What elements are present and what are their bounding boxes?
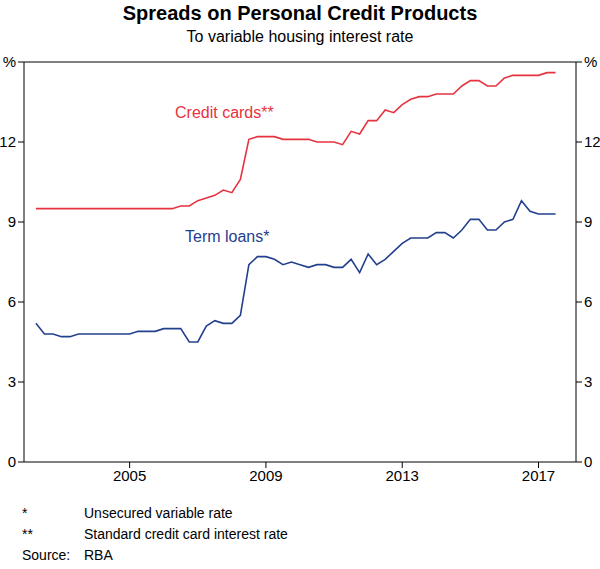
html-text:Standard credit card interest: Standard credit card interest rate bbox=[84, 526, 288, 542]
svg-text:9: 9 bbox=[584, 213, 592, 230]
svg-text:0: 0 bbox=[8, 453, 16, 470]
html-text:Spreads on Personal Credit Pro: Spreads on Personal Credit Products bbox=[122, 2, 478, 24]
svg-text:6: 6 bbox=[584, 293, 592, 310]
svg-text:%: % bbox=[584, 53, 592, 70]
svg-text:9: 9 bbox=[8, 213, 16, 230]
svg-text:3: 3 bbox=[584, 373, 592, 390]
svg-text:6: 6 bbox=[8, 293, 16, 310]
html-text:Unsecured variable rate: Unsecured variable rate bbox=[84, 505, 233, 521]
html-text:Source:: Source: bbox=[22, 547, 71, 563]
html-text:Term loans*: Term loans* bbox=[185, 228, 270, 245]
svg-text:0: 0 bbox=[584, 453, 592, 470]
svg-text:2005: 2005 bbox=[113, 467, 146, 484]
svg-text:2017: 2017 bbox=[522, 467, 555, 484]
html-text:RBA: RBA bbox=[84, 547, 113, 563]
svg-text:12: 12 bbox=[8, 133, 16, 150]
svg-text:%: % bbox=[8, 53, 16, 70]
svg-text:2013: 2013 bbox=[386, 467, 419, 484]
html-text:To variable housing interest r: To variable housing interest rate bbox=[186, 28, 414, 45]
svg-text:3: 3 bbox=[8, 373, 16, 390]
svg-text:12: 12 bbox=[584, 133, 592, 150]
svg-text:2009: 2009 bbox=[249, 467, 282, 484]
html-text:Credit cards**: Credit cards** bbox=[175, 104, 274, 121]
